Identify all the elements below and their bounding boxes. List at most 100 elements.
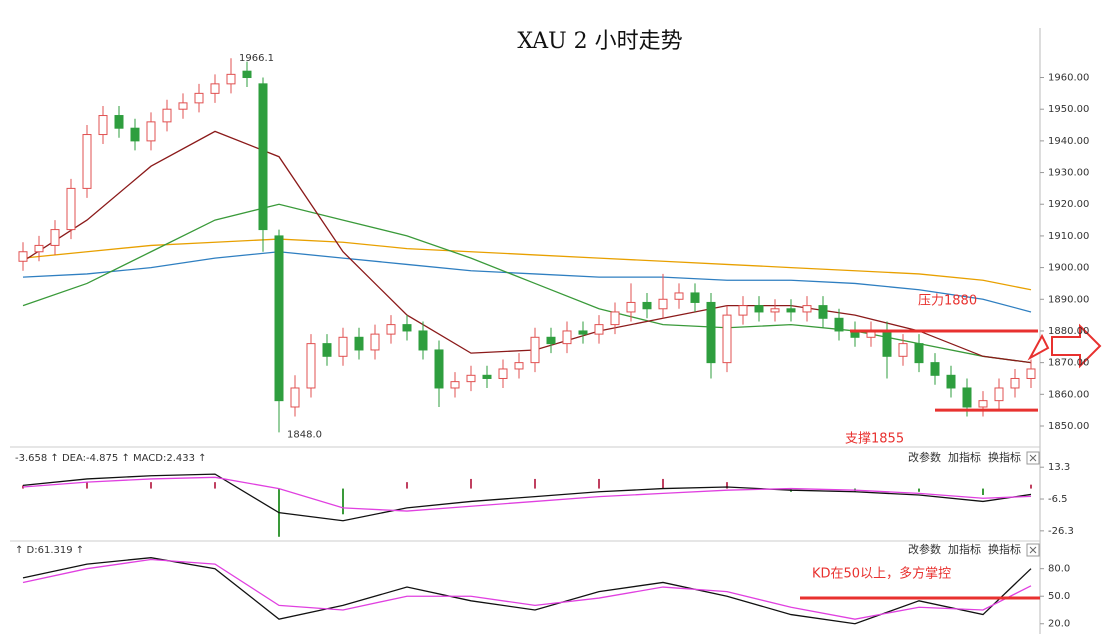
indicator-button[interactable]: 改参数 — [908, 542, 941, 556]
candle-body — [434, 349, 444, 389]
candle-body — [722, 314, 732, 364]
candle-body — [290, 387, 300, 408]
y-tick-label: 1930.00 — [1048, 168, 1089, 179]
y-tick-label: -6.5 — [1048, 494, 1068, 505]
candle-body — [770, 308, 780, 313]
candle-body — [18, 251, 28, 262]
candle-body — [530, 336, 540, 364]
candle-body — [242, 70, 252, 79]
candle-body — [594, 324, 604, 335]
close-icon — [1029, 546, 1037, 554]
candle-body — [834, 317, 844, 332]
candle-body — [738, 305, 748, 316]
candle-body — [802, 305, 812, 313]
candle-body — [690, 292, 700, 303]
kd-header: ↑ D:61.319 ↑ — [15, 545, 84, 556]
candle-body — [130, 127, 140, 142]
y-tick-label: 1900.00 — [1048, 263, 1089, 274]
candle-body — [402, 324, 412, 332]
candle-body — [306, 343, 316, 389]
dea-line — [22, 476, 1032, 512]
candle-body — [706, 301, 716, 364]
small-arrow — [1027, 333, 1050, 361]
candle-body — [994, 387, 1004, 402]
indicator-button[interactable]: 换指标 — [988, 542, 1021, 556]
kd-annotation: KD在50以上，多方掌控 — [812, 566, 951, 582]
candle-body — [114, 115, 124, 129]
candle-body — [210, 83, 220, 94]
indicator-button[interactable]: 加指标 — [948, 450, 981, 464]
candle-body — [610, 311, 620, 326]
y-tick-label: -26.3 — [1048, 526, 1074, 537]
level-label: 支撑1855 — [845, 432, 904, 447]
moving-average — [22, 238, 1032, 291]
candle-body — [674, 292, 684, 300]
moving-average — [22, 251, 1032, 313]
candle-body — [82, 134, 92, 189]
indicator-button[interactable]: 改参数 — [908, 450, 941, 464]
dif-line — [22, 473, 1032, 522]
candle-body — [578, 330, 588, 335]
low-label: 1848.0 — [287, 429, 322, 440]
candle-body — [1026, 368, 1036, 379]
candle-body — [258, 83, 268, 231]
candle-body — [418, 330, 428, 351]
moving-average — [22, 203, 1032, 364]
y-tick-label: 50.0 — [1048, 591, 1070, 602]
trend-arrow — [1051, 323, 1102, 369]
y-tick-label: 1920.00 — [1048, 199, 1089, 210]
candle-body — [658, 298, 668, 310]
level-label: 压力1880 — [918, 293, 977, 308]
candle-body — [546, 336, 556, 345]
candle-body — [194, 92, 204, 104]
candle-body — [978, 400, 988, 408]
candle-body — [514, 362, 524, 370]
macd-header: -3.658 ↑ DEA:-4.875 ↑ MACD:2.433 ↑ — [15, 453, 207, 464]
y-tick-label: 1890.00 — [1048, 294, 1089, 305]
candle-body — [562, 330, 572, 345]
indicator-button[interactable]: 换指标 — [988, 450, 1021, 464]
y-tick-label: 1870.00 — [1048, 358, 1089, 369]
candle-body — [226, 73, 236, 85]
y-tick-label: 1960.00 — [1048, 73, 1089, 84]
candle-body — [1010, 377, 1020, 389]
candle-body — [962, 387, 972, 408]
candle-body — [450, 381, 460, 389]
d-line — [22, 558, 1032, 620]
candle-body — [498, 368, 508, 379]
y-tick-label: 1860.00 — [1048, 389, 1089, 400]
candle-body — [66, 187, 76, 231]
candle-body — [626, 301, 636, 313]
candle-body — [818, 305, 828, 319]
candle-body — [786, 308, 796, 313]
candle-body — [50, 229, 60, 246]
candle-body — [930, 362, 940, 376]
candle-body — [898, 343, 908, 357]
y-tick-label: 1880.00 — [1048, 326, 1089, 337]
y-tick-label: 13.3 — [1048, 462, 1070, 473]
candle-body — [882, 330, 892, 357]
close-icon — [1029, 454, 1037, 462]
candle-body — [338, 336, 348, 357]
candle-body — [466, 374, 476, 383]
chart-title: XAU 2 小时走势 — [517, 29, 682, 54]
candle-body — [354, 336, 364, 351]
candle-body — [482, 374, 492, 379]
candle-body — [642, 301, 652, 310]
candle-body — [34, 244, 44, 253]
candle-body — [146, 121, 156, 142]
y-tick-label: 80.0 — [1048, 564, 1070, 575]
y-tick-label: 1950.00 — [1048, 104, 1089, 115]
candle-body — [98, 115, 108, 136]
y-tick-label: 1940.00 — [1048, 136, 1089, 147]
candle-body — [370, 333, 380, 351]
indicator-button[interactable]: 加指标 — [948, 542, 981, 556]
candle-body — [386, 324, 396, 335]
candle-body — [162, 108, 172, 123]
high-label: 1966.1 — [239, 53, 274, 64]
candle-body — [946, 374, 956, 389]
candle-body — [178, 102, 188, 110]
candle-body — [274, 235, 284, 402]
y-tick-label: 20.0 — [1048, 619, 1070, 630]
